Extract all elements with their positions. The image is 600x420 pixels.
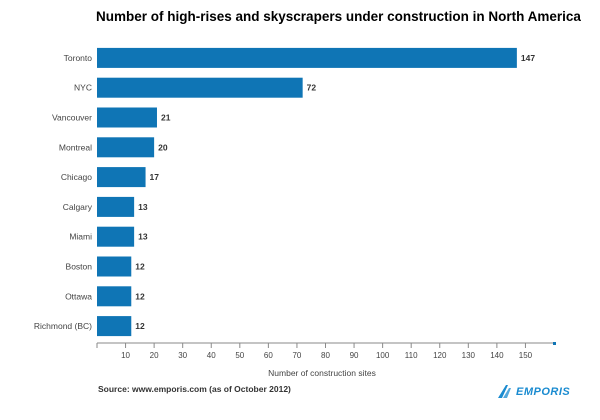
- emporis-logo: EMPORIS: [496, 384, 570, 400]
- category-label: Chicago: [61, 172, 92, 182]
- x-tick-label: 50: [235, 351, 244, 360]
- x-tick-label: 80: [321, 351, 330, 360]
- category-label: NYC: [74, 83, 92, 93]
- category-label: Miami: [69, 232, 92, 242]
- logo-text: EMPORIS: [516, 386, 571, 398]
- value-label: 13: [138, 232, 148, 242]
- value-label: 72: [307, 83, 317, 93]
- value-label: 12: [135, 321, 145, 331]
- x-tick-label: 120: [433, 351, 447, 360]
- source-note: Source: www.emporis.com (as of October 2…: [98, 384, 291, 394]
- bar: [97, 196, 135, 217]
- x-tick-label: 10: [121, 351, 130, 360]
- value-label: 12: [135, 262, 145, 272]
- x-tick-label: 40: [207, 351, 216, 360]
- x-tick-label: 130: [462, 351, 476, 360]
- chart-title: Number of high-rises and skyscrapers und…: [96, 9, 581, 24]
- x-tick-label: 100: [376, 351, 390, 360]
- x-axis-ticks: 10 20 30 40 50 60 70 80 90 100 110 120 130 140 150: [96, 342, 556, 360]
- category-label: Montreal: [59, 142, 92, 152]
- value-labels: 147 72 21 20 17 13 13 12 12 12: [135, 53, 535, 331]
- bar: [97, 286, 132, 307]
- value-label: 17: [150, 172, 160, 182]
- x-tick-label: 150: [519, 351, 533, 360]
- category-labels: Toronto NYC Vancouver Montreal Chicago Calgar…: [34, 53, 93, 331]
- emporis-swoosh-icon: [498, 385, 511, 398]
- value-label: 147: [521, 53, 535, 63]
- x-tick-label: 30: [178, 351, 187, 360]
- bar: [97, 47, 517, 68]
- category-label: Vancouver: [52, 113, 92, 123]
- bar: [97, 167, 146, 188]
- bar: [97, 137, 155, 158]
- bar: [97, 107, 157, 128]
- x-tick-label: 70: [292, 351, 301, 360]
- x-tick-label: 140: [490, 351, 504, 360]
- bar: [97, 256, 132, 277]
- value-label: 12: [135, 291, 145, 301]
- category-label: Boston: [66, 262, 93, 272]
- value-label: 13: [138, 202, 148, 212]
- x-tick-label: 90: [350, 351, 359, 360]
- value-label: 20: [158, 142, 168, 152]
- bar: [97, 316, 132, 337]
- bars-group: [97, 47, 517, 337]
- x-tick-label: 20: [150, 351, 159, 360]
- x-tick-label: 110: [405, 351, 418, 360]
- bar: [97, 226, 135, 247]
- x-axis-label: Number of construction sites: [268, 368, 376, 378]
- x-axis-end-marker: [553, 342, 556, 345]
- category-label: Calgary: [63, 202, 93, 212]
- bar: [97, 77, 303, 98]
- category-label: Ottawa: [65, 291, 92, 301]
- x-tick-label: 60: [264, 351, 273, 360]
- category-label: Richmond (BC): [34, 321, 92, 331]
- category-label: Toronto: [64, 53, 93, 63]
- value-label: 21: [161, 113, 171, 123]
